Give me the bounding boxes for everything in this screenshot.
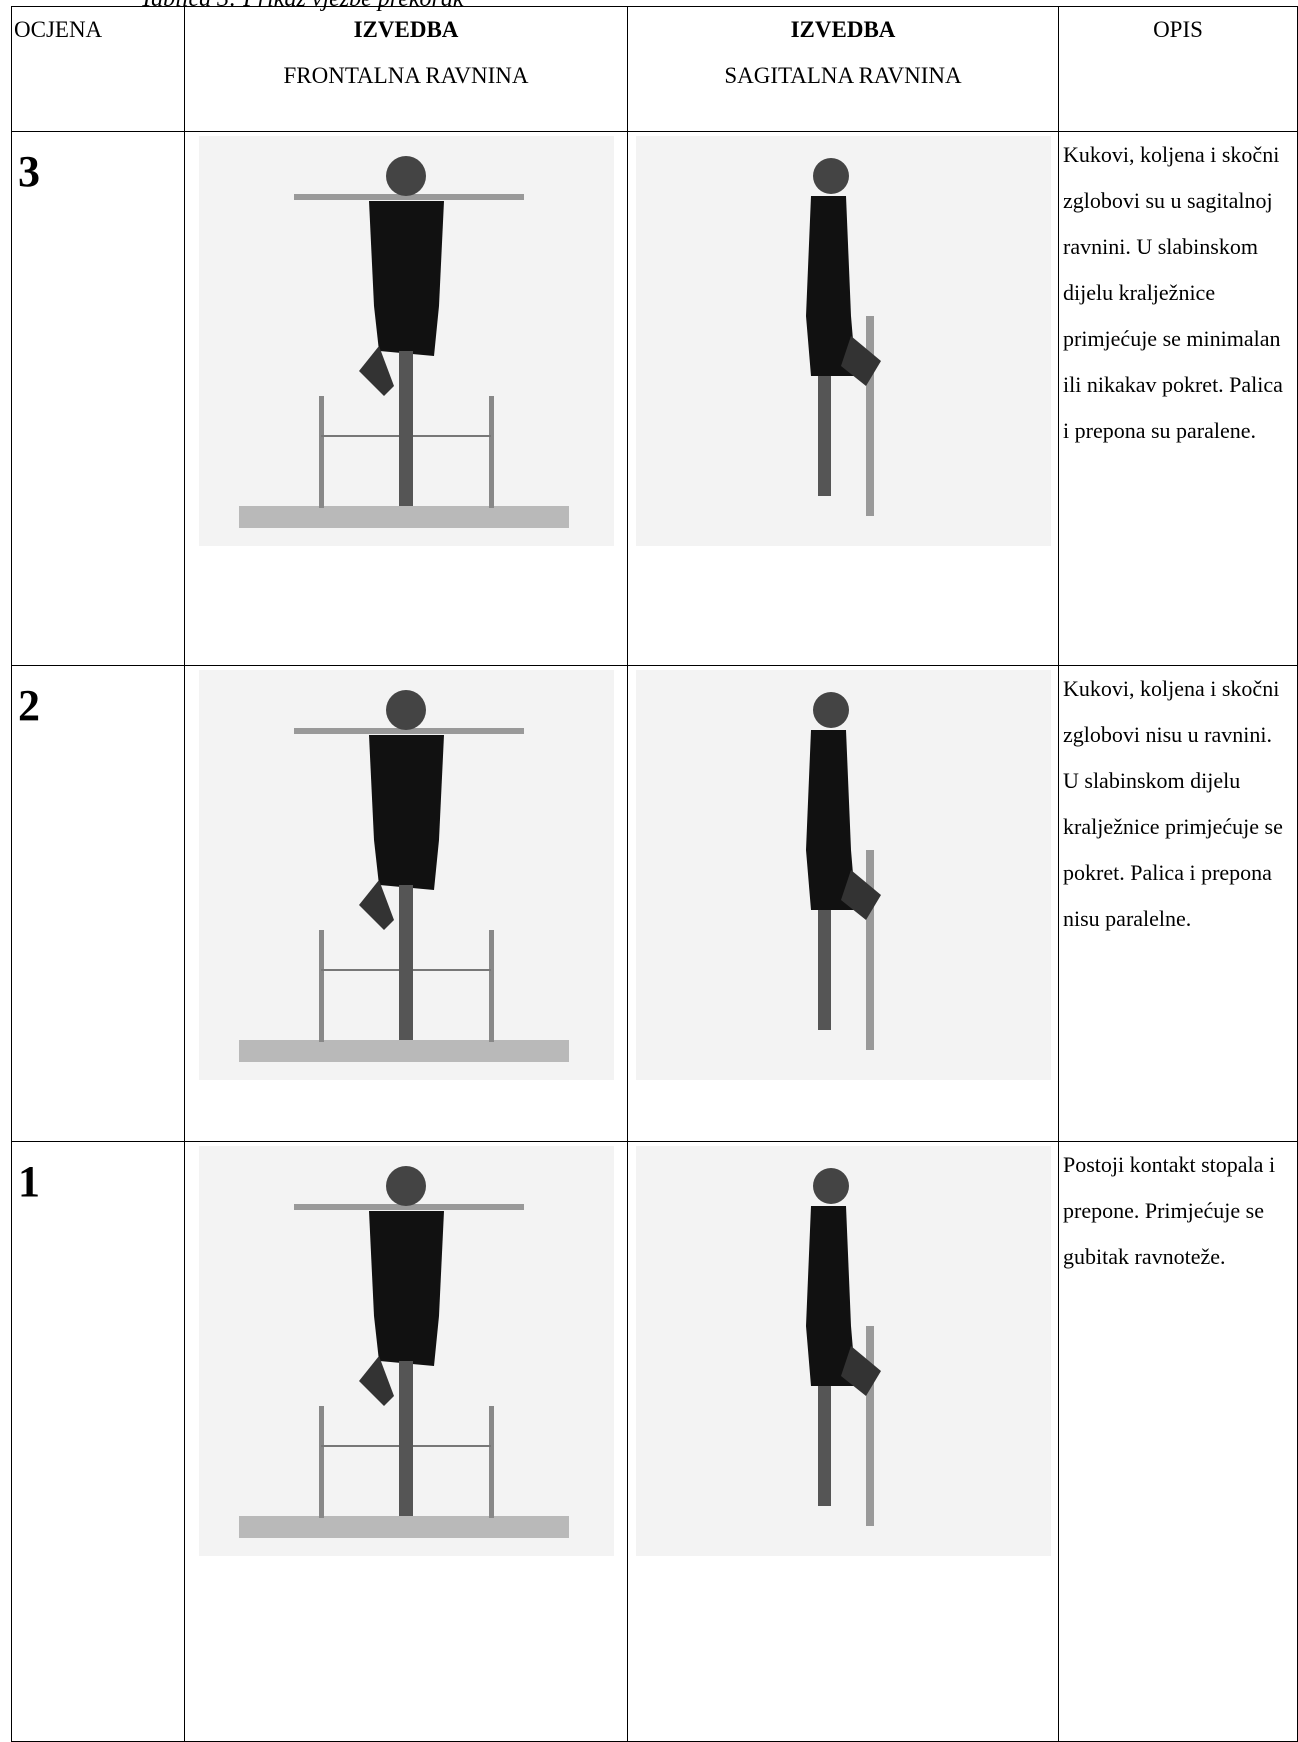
photo [199,670,614,1080]
photo-cell [185,1142,628,1742]
header-title: IZVEDBA [628,7,1058,53]
photo-cell [628,666,1059,1142]
photo [636,136,1051,546]
row: 2 Kukovi, koljena i skočni zglobovi nisu… [12,666,1298,1142]
grade: 2 [12,666,184,731]
header-title: OCJENA [14,17,102,42]
grade-cell: 1 [12,1142,185,1742]
description: Postoji kontakt stopala i prepone. Primj… [1059,1142,1297,1280]
grade: 1 [12,1142,184,1207]
desc-cell: Kukovi, koljena i skočni zglobovi su u s… [1059,132,1298,666]
photo [199,1146,614,1556]
grade: 3 [12,132,184,197]
page: Tablica 3: Prikaz vježbe prekorak OCJENA… [0,0,1298,1740]
header-title: OPIS [1153,17,1203,42]
header-cell: OCJENA [12,7,185,132]
photo [636,1146,1051,1556]
header-title: IZVEDBA [185,7,627,53]
photo-cell [185,666,628,1142]
header-cell: OPIS [1059,7,1298,132]
desc-cell: Kukovi, koljena i skočni zglobovi nisu u… [1059,666,1298,1142]
header-cell: IZVEDBA SAGITALNA RAVNINA [628,7,1059,132]
photo-cell [628,132,1059,666]
header-cell: IZVEDBA FRONTALNA RAVNINA [185,7,628,132]
grade-cell: 3 [12,132,185,666]
header-subtitle: FRONTALNA RAVNINA [283,63,528,88]
table: OCJENA IZVEDBA FRONTALNA RAVNINA IZVEDBA S… [11,6,1298,1742]
photo-cell [628,1142,1059,1742]
desc-cell: Postoji kontakt stopala i prepone. Primj… [1059,1142,1298,1742]
row: 3 Kukovi, koljena i skočni zglobovi su u… [12,132,1298,666]
photo [636,670,1051,1080]
photo-cell [185,132,628,666]
row: 1 Postoji kontakt stopala i prepone. Pri… [12,1142,1298,1742]
header-row: OCJENA IZVEDBA FRONTALNA RAVNINA IZVEDBA S… [12,7,1298,132]
description: Kukovi, koljena i skočni zglobovi nisu u… [1059,666,1297,942]
header-subtitle: SAGITALNA RAVNINA [724,63,961,88]
grade-cell: 2 [12,666,185,1142]
description: Kukovi, koljena i skočni zglobovi su u s… [1059,132,1297,454]
photo [199,136,614,546]
